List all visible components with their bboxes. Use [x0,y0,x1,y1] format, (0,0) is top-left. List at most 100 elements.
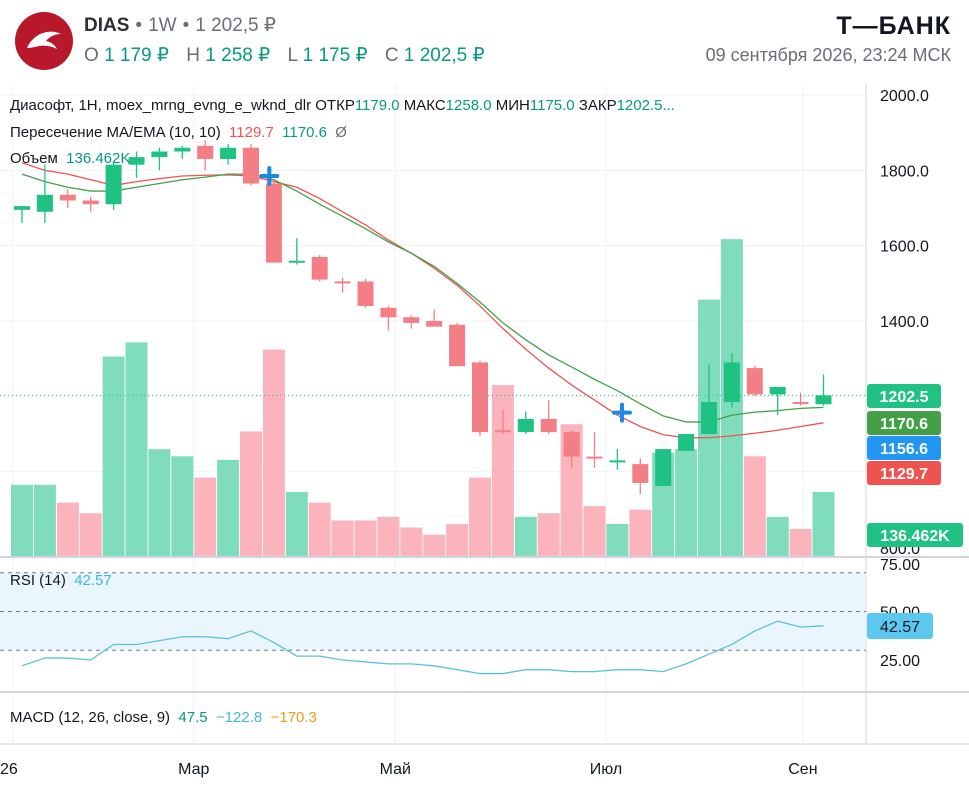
volume-bar [491,385,514,556]
ema-price-badge-bg [867,411,941,435]
legend-open-value: 1179.0 [354,97,400,114]
cross-price-badge: 1156.6 [880,441,928,458]
close-price-badge: 1202.5 [880,389,929,406]
candle-body [311,256,328,280]
candle-body [517,418,534,433]
ma-legend-name: Пересечение MA/EMA (10, 10) [10,124,221,141]
macd-value-2: −122.8 [215,709,263,726]
rsi-legend-value: 42.57 [74,572,112,589]
candle-body [746,368,763,395]
brand-logo: Т—БАНК [836,12,951,40]
volume-bar [606,523,629,556]
open-value: 1 179 ₽ [104,45,169,66]
candle-body [197,145,214,160]
ticker-symbol[interactable]: DIAS [84,15,130,36]
volume-legend-value: 136.462K [66,150,131,167]
candle-body [563,432,580,457]
candle-body [265,183,282,263]
candle-body [472,362,488,433]
volume-legend-name: Объем [10,150,58,167]
high-label: H [186,45,200,66]
volume-bar [629,509,652,556]
datetime: 09 сентября 2026, 23:24 МСК [705,45,951,65]
ma-price-badge-bg [867,461,941,485]
cross-marker-icon [259,165,280,186]
rsi-legend: RSI (14) 42.57 [10,572,112,589]
volume-bar [446,523,469,556]
chart-svg[interactable]: 2000.01800.01600.01400.0800.075.0050.002… [0,84,969,787]
rsi-badge: 42.57 [880,619,920,636]
rsi-legend-name: RSI (14) [10,572,66,589]
volume-bar [194,477,217,556]
macd-value-1: 47.5 [178,709,208,726]
volume-badge: 136.462K [880,528,950,545]
volume-bar [766,516,789,556]
candle-body [174,147,191,152]
volume-bar [331,520,354,556]
price-tick-label: 1400.0 [880,314,929,331]
legend-high-label: МАКС [403,97,446,114]
volume-bar [308,502,331,556]
volume-bar [240,431,262,556]
volume-bar [217,459,240,556]
macd-value-3: −170.3 [270,709,317,726]
candle-body [540,418,557,433]
price-tick-label: 1800.0 [880,163,929,180]
rsi-tick-label: 75.00 [880,557,920,574]
volume-bar [789,528,812,556]
candle-body [632,464,649,483]
volume-badge-bg [867,523,963,547]
ema-price-badge: 1170.6 [880,416,928,433]
candle-body [609,460,626,463]
candle-body [288,260,305,263]
volume-bar [262,349,285,556]
price-tick-label: 1600.0 [880,239,929,256]
volume-legend: Объем 136.462K [10,150,130,167]
candle-body [403,317,420,323]
candle-body [380,307,397,318]
ohlc-line: O 1 179 ₽ H 1 258 ₽ L 1 175 ₽ C 1 202,5 … [84,44,485,67]
ema-line [21,173,824,423]
candle-body [128,157,145,165]
rsi-tick-label: 25.00 [880,653,920,670]
candle-body [494,430,511,433]
volume-bar [102,356,125,556]
ma-price-badge: 1129.7 [880,466,928,483]
ma-legend-value: 1129.7 [229,124,274,141]
hide-indicator-icon[interactable]: Ø [335,124,347,141]
time-tick-label: Май [380,761,411,778]
volume-bar [560,424,583,556]
volume-bar [285,491,308,556]
chart-header: DIAS • 1W • 1 202,5 ₽ O 1 179 ₽ H 1 258 ₽ L … [0,0,969,84]
candle-body [82,200,99,205]
candle-body [243,147,259,184]
time-tick-label: 26 [0,761,18,778]
candle-body [334,281,351,284]
legend-close-value: 1202.5... [616,97,675,114]
time-tick-label: Июл [590,761,622,778]
volume-bar [469,477,491,556]
chart-area[interactable]: 2000.01800.01600.01400.0800.075.0050.002… [0,84,969,787]
candle-body [449,324,466,367]
volume-bar [514,516,537,556]
volume-bar [79,513,102,556]
volume-bar [423,534,446,556]
legend-low-label: МИН [495,97,530,114]
candle-body [59,194,76,201]
volume-bar [171,456,194,556]
volume-bar [537,513,560,556]
interval-label[interactable]: 1W [148,15,177,36]
candle-body [815,395,832,405]
rsi-badge-bg [867,613,933,639]
low-label: L [287,45,298,66]
candle-body [151,151,168,158]
rsi-line [21,620,824,675]
series-title: Диасофт, 1H, moex_mrng_evng_e_wknd_dlr [10,97,312,114]
cross-marker-icon [611,402,632,423]
candle-body [701,401,717,434]
candle-body [792,401,809,404]
low-value: 1 175 ₽ [302,45,368,66]
ticker-line: DIAS • 1W • 1 202,5 ₽ [84,15,276,36]
macd-legend: MACD (12, 26, close, 9) 47.5 −122.8 −170… [10,709,317,726]
open-label: O [84,45,99,66]
